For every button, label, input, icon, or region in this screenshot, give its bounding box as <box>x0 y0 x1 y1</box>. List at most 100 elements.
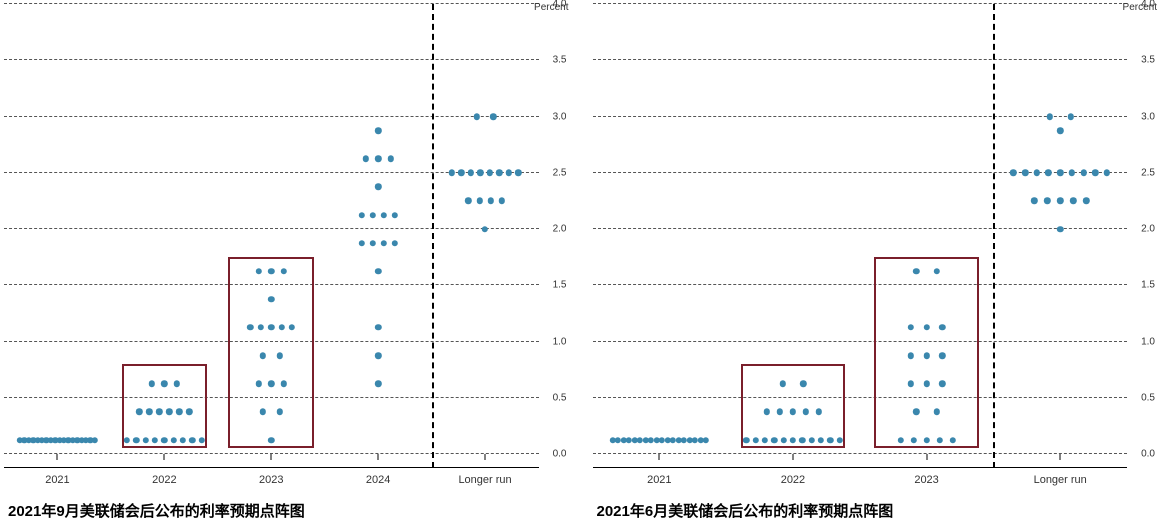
dot <box>392 240 398 246</box>
dot <box>487 198 493 204</box>
dot <box>380 240 386 246</box>
dot <box>1069 170 1075 176</box>
ytick-label: 2.5 <box>553 167 567 178</box>
dot <box>1010 170 1016 176</box>
dot <box>369 240 375 246</box>
gridline <box>4 116 539 117</box>
dot <box>375 155 381 161</box>
caption-left: 2021年9月美联储会后公布的利率预期点阵图 <box>8 500 573 521</box>
xtick-label: Longer run <box>458 474 511 486</box>
dot <box>380 212 386 218</box>
ytick-label: 0.5 <box>1141 392 1155 403</box>
y-unit-label: Percent <box>1123 2 1157 13</box>
ytick-label: 2.0 <box>1141 224 1155 235</box>
dot <box>477 170 483 176</box>
xtick-label: 2024 <box>366 474 390 486</box>
dot <box>1045 170 1051 176</box>
dot <box>369 212 375 218</box>
xtick-label: 2022 <box>152 474 176 486</box>
gridline <box>593 397 1128 398</box>
dot <box>375 352 381 358</box>
xtick-mark <box>378 454 379 460</box>
dot <box>1057 198 1063 204</box>
dot <box>387 155 393 161</box>
plot-left: 0.00.51.01.52.02.53.03.54.0Percent202120… <box>4 4 539 454</box>
xtick-label: 2021 <box>647 474 671 486</box>
dot <box>1083 198 1089 204</box>
dot <box>490 113 496 119</box>
panel-left: 0.00.51.01.52.02.53.03.54.0Percent202120… <box>4 4 573 521</box>
gridline <box>593 3 1128 4</box>
dot <box>703 437 709 443</box>
ytick-label: 0.0 <box>1141 449 1155 460</box>
panel-right: 0.00.51.01.52.02.53.03.54.0Percent202120… <box>593 4 1162 521</box>
dot <box>375 127 381 133</box>
gridline <box>4 3 539 4</box>
xtick-label: 2023 <box>914 474 938 486</box>
gridline <box>4 228 539 229</box>
dot <box>449 170 455 176</box>
xtick-mark <box>57 454 58 460</box>
dot <box>375 268 381 274</box>
ytick-label: 1.0 <box>1141 336 1155 347</box>
dot <box>1067 113 1073 119</box>
dot <box>358 240 364 246</box>
dot <box>1104 170 1110 176</box>
dot <box>458 170 464 176</box>
dot <box>1057 127 1063 133</box>
ytick-label: 2.5 <box>1141 167 1155 178</box>
ytick-label: 3.0 <box>1141 111 1155 122</box>
dot <box>506 170 512 176</box>
plot-right: 0.00.51.01.52.02.53.03.54.0Percent202120… <box>593 4 1128 454</box>
figure-wrap: 0.00.51.01.52.02.53.03.54.0Percent202120… <box>0 0 1169 525</box>
xtick-mark <box>1060 454 1061 460</box>
xtick-label: 2021 <box>45 474 69 486</box>
ytick-label: 1.5 <box>1141 280 1155 291</box>
gridline <box>593 341 1128 342</box>
caption-right: 2021年6月美联储会后公布的利率预期点阵图 <box>597 500 1162 521</box>
gridline <box>4 59 539 60</box>
xtick-label: Longer run <box>1034 474 1087 486</box>
dot <box>487 170 493 176</box>
ytick-label: 1.0 <box>553 336 567 347</box>
dot <box>92 437 98 443</box>
highlight-box <box>741 364 845 448</box>
gridline <box>593 453 1128 454</box>
x-axis <box>593 467 1128 468</box>
dot <box>468 170 474 176</box>
ytick-label: 2.0 <box>553 224 567 235</box>
y-unit-label: Percent <box>534 2 568 13</box>
dot <box>375 324 381 330</box>
xtick-mark <box>271 454 272 460</box>
x-axis <box>4 467 539 468</box>
dot <box>1057 170 1063 176</box>
dot <box>1092 170 1098 176</box>
gridline <box>593 59 1128 60</box>
highlight-box <box>874 257 978 448</box>
xtick-mark <box>485 454 486 460</box>
dot <box>1057 226 1063 232</box>
dot <box>1031 198 1037 204</box>
ytick-label: 3.5 <box>1141 55 1155 66</box>
dot <box>392 212 398 218</box>
dot <box>498 198 504 204</box>
chart-area-right: 0.00.51.01.52.02.53.03.54.0Percent202120… <box>593 4 1162 454</box>
dot <box>1070 198 1076 204</box>
chart-area-left: 0.00.51.01.52.02.53.03.54.0Percent202120… <box>4 4 573 454</box>
xtick-label: 2023 <box>259 474 283 486</box>
dot <box>1022 170 1028 176</box>
dot <box>515 170 521 176</box>
dot <box>1047 113 1053 119</box>
dot <box>1044 198 1050 204</box>
longer-run-separator <box>993 4 995 468</box>
dot <box>375 184 381 190</box>
xtick-mark <box>792 454 793 460</box>
dot <box>465 198 471 204</box>
xtick-mark <box>164 454 165 460</box>
dot <box>496 170 502 176</box>
ytick-label: 1.5 <box>553 280 567 291</box>
xtick-mark <box>926 454 927 460</box>
dot <box>375 380 381 386</box>
ytick-label: 0.0 <box>553 449 567 460</box>
highlight-box <box>122 364 208 448</box>
